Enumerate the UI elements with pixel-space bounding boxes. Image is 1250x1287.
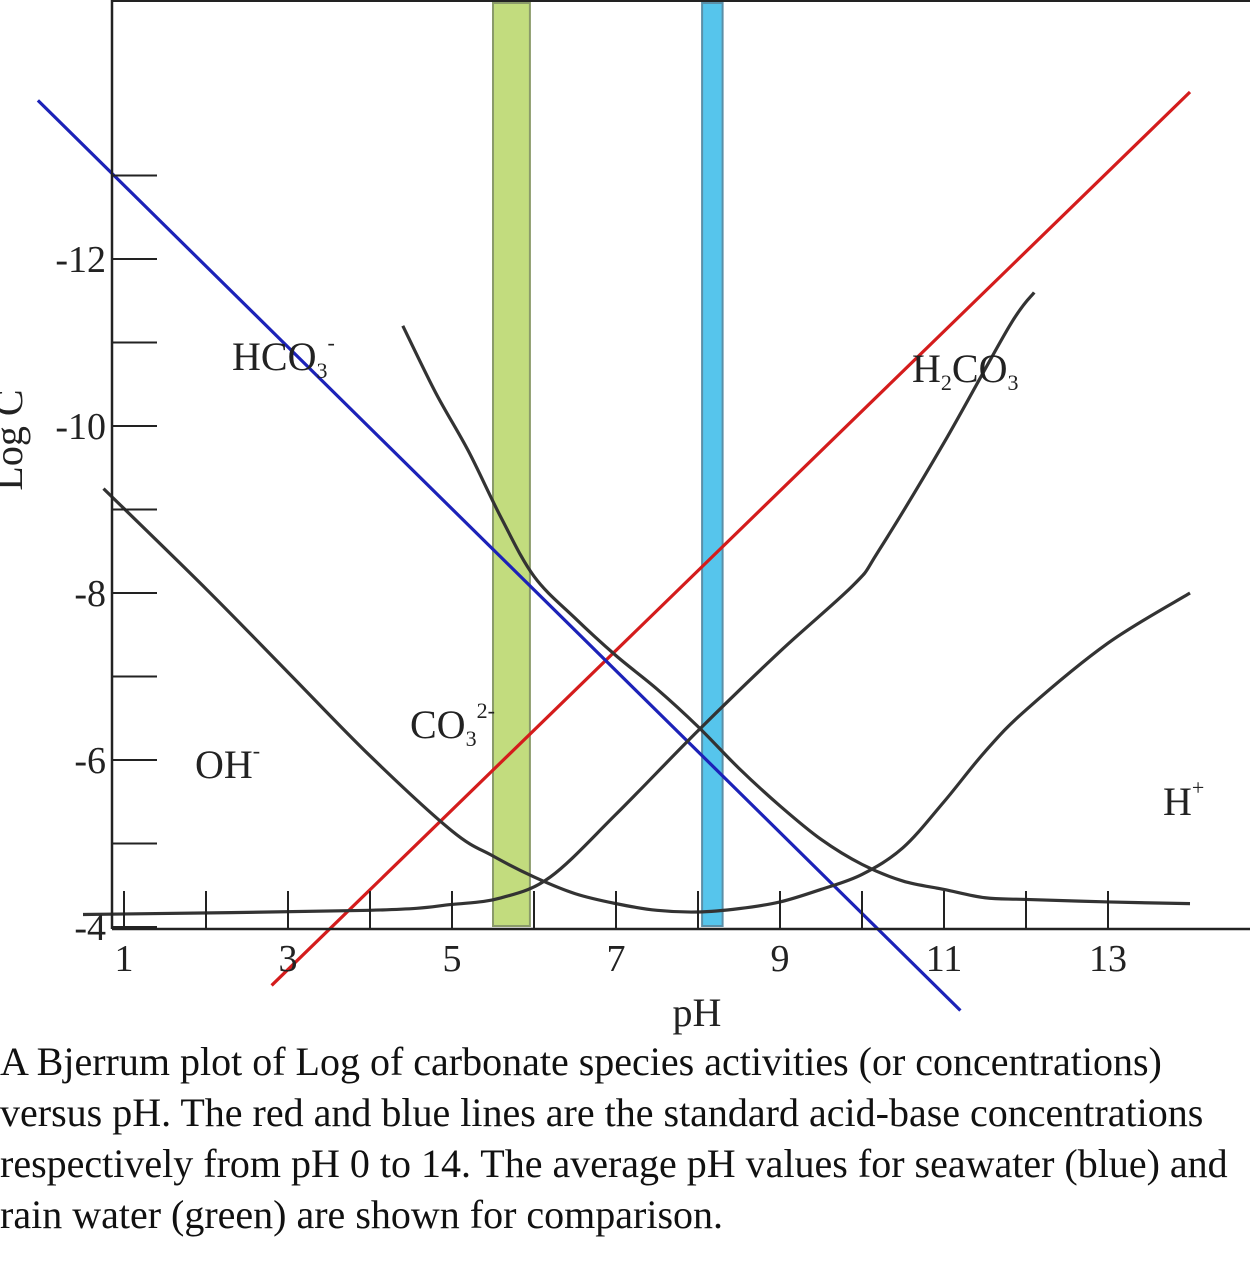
- axes: [110, 0, 1250, 931]
- bjerrum-plot: -4-6-8-10-121 3 5 7 9 11 13 H+OH-H2CO3HCO3-CO3…: [0, 0, 1250, 1035]
- y-tick-label: -12: [55, 239, 106, 281]
- x-tick-label: 13: [1089, 938, 1127, 980]
- axis-ticks: -4-6-8-10-121 3 5 7 9 11 13: [55, 174, 1127, 980]
- band-seawater: [701, 2, 724, 927]
- x-tick-label: 1: [115, 938, 134, 980]
- y-axis-title: Log C: [0, 389, 31, 490]
- x-tick-label: 3: [279, 938, 298, 980]
- band-rain-water: [492, 2, 531, 927]
- figure-caption: A Bjerrum plot of Log of carbonate speci…: [0, 1039, 1228, 1237]
- series-lines: [36, 90, 1192, 1012]
- y-tick-label: -10: [55, 406, 106, 448]
- y-tick-label: -6: [74, 740, 106, 782]
- series-labels: H+ OH- H2CO3 HCO3- CO32-: [195, 330, 1204, 824]
- line-hplus: [270, 90, 1192, 987]
- line-hco3: [102, 487, 1191, 914]
- y-tick-label: -8: [74, 573, 106, 615]
- x-axis-title: pH: [673, 990, 722, 1035]
- ph-bands: [492, 2, 724, 927]
- label-oh: OH-: [195, 738, 260, 787]
- label-hplus: H+: [1163, 775, 1204, 824]
- label-co3-2: CO32-: [410, 698, 495, 751]
- line-co3-2: [401, 325, 1191, 906]
- label-hco3: HCO3-: [232, 330, 335, 383]
- y-tick-label: -4: [74, 907, 106, 949]
- x-tick-label: 11: [926, 938, 963, 980]
- x-tick-label: 7: [607, 938, 626, 980]
- line-oh: [36, 99, 962, 1012]
- x-tick-label: 9: [771, 938, 790, 980]
- line-h2co3: [82, 291, 1036, 917]
- x-tick-label: 5: [443, 938, 462, 980]
- label-h2co3: H2CO3: [912, 346, 1018, 395]
